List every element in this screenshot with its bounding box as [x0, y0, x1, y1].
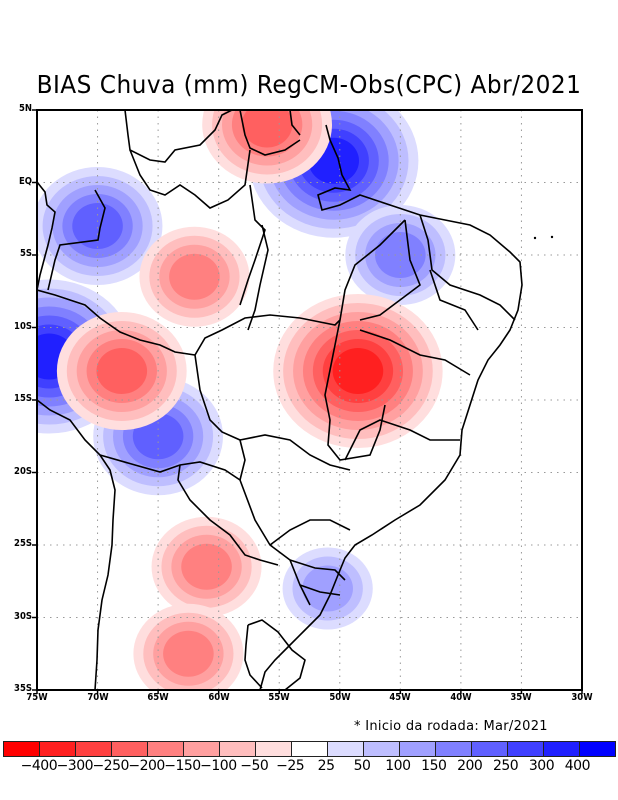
- colorbar-label: 25: [317, 758, 335, 774]
- run-start-note: * Inicio da rodada: Mar/2021: [354, 719, 548, 734]
- colorbar-label: −200: [128, 758, 165, 774]
- colorbar-swatch: [543, 741, 580, 757]
- x-tick-label: 50W: [329, 692, 351, 703]
- colorbar-swatch: [435, 741, 472, 757]
- border-argentina-paraguay: [177, 464, 279, 566]
- border-uruguay: [244, 619, 306, 690]
- border-brazil-west: [37, 289, 341, 481]
- border-bolivia-paraguay: [99, 454, 311, 606]
- colorbar-swatch: [39, 741, 76, 757]
- y-tick-label: 10S: [14, 320, 32, 332]
- colorbar-label: −250: [92, 758, 129, 774]
- colorbar-label: 100: [385, 758, 411, 774]
- bias-anomaly-negative-argentina: [133, 603, 244, 690]
- colorbar-swatch: [363, 741, 400, 757]
- colorbar-swatch: [183, 741, 220, 757]
- y-tick-label: 15S: [14, 393, 32, 404]
- y-tick-label: 20S: [14, 465, 32, 477]
- bias-field: [37, 110, 456, 690]
- x-tick-label: 30W: [571, 692, 593, 703]
- colorbar-swatch: [147, 741, 184, 757]
- country-borders: [37, 110, 523, 690]
- colorbar-label: 150: [421, 758, 447, 774]
- contour-level: [163, 630, 214, 677]
- y-tick-label: 5S: [19, 248, 32, 259]
- border-states-north: [47, 149, 266, 306]
- x-tick-label: 70W: [86, 692, 109, 703]
- bias-anomaly-negative-mato-grosso-west: [56, 312, 187, 430]
- colorbar-swatch: [579, 741, 616, 757]
- colorbar-swatch: [291, 741, 328, 757]
- colorbar-swatch: [327, 741, 364, 757]
- x-tick-label: 40W: [450, 692, 472, 703]
- colorbar-label: 300: [528, 758, 555, 774]
- bias-anomaly-positive-south-brazil: [282, 547, 373, 630]
- island-dots: [533, 235, 554, 240]
- contour-level: [241, 110, 293, 148]
- colorbar-swatch: [255, 741, 292, 757]
- colorbar-label: −400: [20, 758, 58, 774]
- y-tick-label: 25S: [14, 538, 32, 549]
- contour-level: [181, 543, 232, 590]
- colorbar-label: −300: [56, 758, 94, 774]
- x-tick-label: 65W: [147, 692, 169, 703]
- colorbar-swatch: [507, 741, 544, 757]
- y-tick-marks: [32, 109, 37, 691]
- border-states-south: [239, 419, 460, 596]
- colorbar-label: 200: [457, 758, 483, 774]
- y-tick-label: EQ: [18, 175, 32, 187]
- contour-level: [96, 348, 148, 394]
- colorbar-swatch: [3, 741, 40, 757]
- x-tick-label: 60W: [208, 692, 230, 703]
- coastline-west: [37, 181, 116, 690]
- bias-anomaly-negative-para: [139, 226, 250, 327]
- x-tick-label: 35W: [510, 692, 533, 703]
- contour-level: [302, 565, 353, 612]
- colorbar-swatch: [111, 741, 148, 757]
- bias-anomaly-negative-paraguay: [151, 516, 262, 617]
- colorbar: [3, 741, 616, 757]
- contour-level: [332, 348, 384, 394]
- colorbar-label: 400: [564, 758, 591, 774]
- chart-title: BIAS Chuva (mm) RegCM-Obs(CPC) Abr/2021: [36, 70, 582, 99]
- colorbar-label: 250: [492, 758, 519, 774]
- colorbar-label: −50: [240, 758, 269, 774]
- contour-level: [169, 253, 220, 300]
- colorbar-swatch: [75, 741, 112, 757]
- contour-level: [72, 203, 123, 249]
- bias-anomaly-positive-maranhao: [345, 205, 456, 305]
- colorbar-label: 50: [353, 758, 371, 774]
- border-states-east: [359, 214, 516, 376]
- x-tick-label: 45W: [389, 692, 411, 703]
- bias-anomaly-negative-north-para: [202, 110, 332, 184]
- x-tick-marks: [36, 690, 583, 694]
- y-tick-label: 5N: [18, 103, 32, 114]
- colorbar-swatch: [219, 741, 256, 757]
- colorbar-label: −150: [164, 758, 201, 774]
- colorbar-label: −25: [276, 758, 305, 774]
- border-north: [124, 110, 301, 163]
- colorbar-swatch: [471, 741, 508, 757]
- y-tick-label: 30S: [14, 610, 32, 622]
- colorbar-label: −100: [200, 758, 237, 774]
- y-tick-label: 35S: [14, 683, 32, 694]
- x-tick-label: 75W: [26, 692, 48, 703]
- coastline-east: [259, 124, 523, 690]
- x-tick-label: 55W: [268, 692, 290, 703]
- border-states-center: [247, 219, 406, 461]
- colorbar-swatch: [399, 741, 436, 757]
